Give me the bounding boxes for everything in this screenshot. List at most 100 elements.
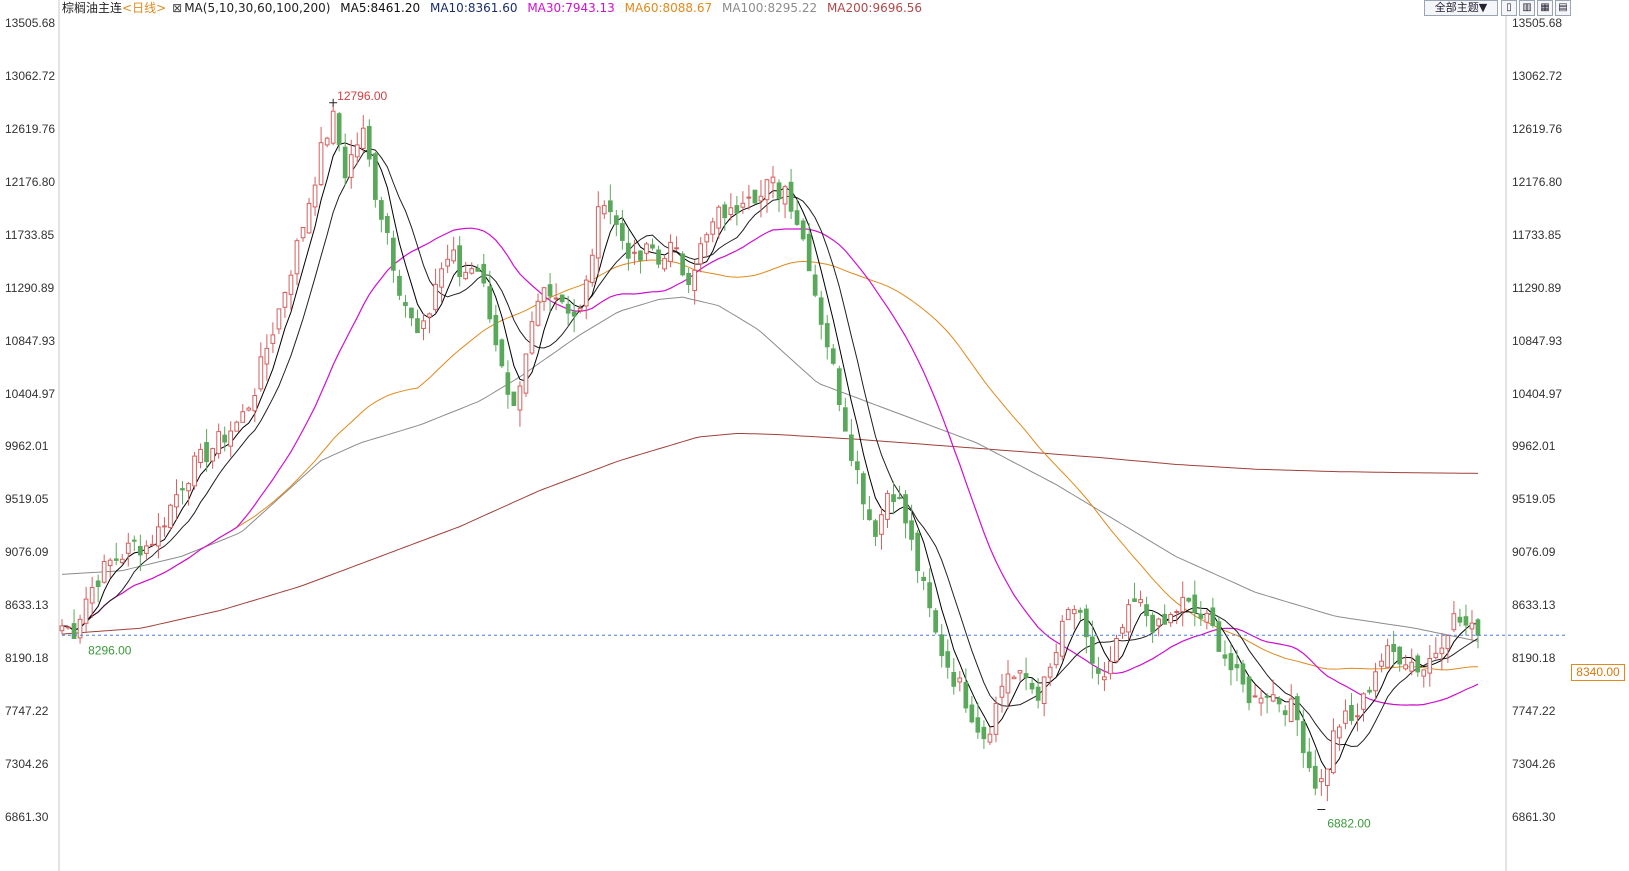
candle-body xyxy=(1023,673,1029,679)
candle-body xyxy=(975,717,981,733)
candle-body xyxy=(1427,658,1433,674)
candle-body xyxy=(101,561,107,583)
candle-body xyxy=(481,263,487,284)
candle-body xyxy=(342,146,348,179)
candle-body xyxy=(601,205,607,215)
start-price-label: 8296.00 xyxy=(88,644,132,658)
candle-body xyxy=(517,385,523,411)
candle-body xyxy=(933,610,938,633)
candle-body xyxy=(969,704,975,723)
candle-body xyxy=(583,279,589,307)
candle-body xyxy=(1198,613,1204,619)
ma10-value: MA10:8361.60 xyxy=(429,1,518,15)
candle-body xyxy=(680,253,685,276)
chart-layout-icon[interactable]: ▯ xyxy=(1501,0,1517,16)
candle-body xyxy=(1270,694,1276,702)
candle-body xyxy=(1325,768,1330,786)
candle-body xyxy=(385,216,390,233)
candle-body xyxy=(981,726,987,740)
candle-body xyxy=(692,269,697,291)
candle-body xyxy=(728,207,734,216)
y-tick-label-right: 8633.13 xyxy=(1512,598,1556,613)
candle-body xyxy=(324,137,330,146)
candle-body xyxy=(776,182,782,200)
candle-body xyxy=(1343,710,1348,724)
candle-body xyxy=(939,634,945,657)
candle-body xyxy=(662,257,667,270)
candle-body xyxy=(210,448,216,462)
candle-body xyxy=(1337,726,1342,739)
candle-body xyxy=(1246,676,1252,704)
candle-body xyxy=(1463,616,1469,626)
y-tick-label-right: 11290.89 xyxy=(1512,280,1562,295)
candle-body xyxy=(379,200,384,220)
candle-body xyxy=(861,473,866,505)
candle-body xyxy=(294,240,300,275)
high-price-label: 12796.00 xyxy=(337,89,387,103)
candle-body xyxy=(547,284,553,297)
candle-body xyxy=(1096,668,1101,674)
ma10-line xyxy=(61,148,1479,748)
candle-body xyxy=(1138,599,1143,604)
candle-body xyxy=(475,267,481,272)
candle-body xyxy=(77,618,83,639)
candle-body xyxy=(1300,721,1306,754)
candle-body xyxy=(1306,751,1312,769)
candle-body xyxy=(318,142,324,186)
y-tick-label-left: 6861.30 xyxy=(5,810,49,824)
bar-chart-icon[interactable]: ▥ xyxy=(1519,0,1535,16)
close-panel-icon[interactable]: ▤ xyxy=(1555,0,1571,16)
symbol-title: 棕榈油主连 xyxy=(62,1,123,15)
moving-average-layer xyxy=(61,142,1479,773)
candle-body xyxy=(891,494,896,503)
candle-body xyxy=(306,202,312,234)
indicator-chart-icon[interactable]: ▦ xyxy=(1537,0,1553,16)
candle-body xyxy=(403,302,408,307)
candle-body xyxy=(1041,676,1047,704)
candle-body xyxy=(644,243,649,254)
candle-body xyxy=(156,526,161,547)
ma30-value: MA30:7943.13 xyxy=(527,1,615,15)
candle-body xyxy=(234,421,240,432)
candle-body xyxy=(734,205,740,214)
candle-body xyxy=(505,372,511,395)
candle-body xyxy=(903,494,908,524)
candle-body xyxy=(830,348,836,364)
y-tick-label-left: 11290.89 xyxy=(5,280,55,295)
theme-dropdown-button[interactable]: 全部主题▼ xyxy=(1424,0,1498,16)
candle-body xyxy=(1349,705,1354,721)
candle-body xyxy=(1445,635,1451,650)
candle-body xyxy=(397,275,402,296)
candle-body xyxy=(1361,693,1366,710)
ma60-line xyxy=(61,259,1478,671)
candle-body xyxy=(421,320,426,329)
candle-body xyxy=(258,356,264,390)
candle-body xyxy=(1017,670,1023,674)
candle-body xyxy=(113,558,119,561)
period-label[interactable]: <日线> xyxy=(122,1,167,15)
candle-body xyxy=(1264,695,1270,698)
ma30-line xyxy=(61,227,1479,706)
y-tick-label-left: 8633.13 xyxy=(5,598,49,613)
y-tick-label-left: 7304.26 xyxy=(5,757,49,772)
candle-body xyxy=(1258,697,1264,704)
candle-body xyxy=(150,543,155,546)
candle-body xyxy=(1234,664,1240,669)
chart-header: 棕榈油主连<日线> ⊠ MA(5,10,30,60,100,200) MA5:846… xyxy=(62,0,928,16)
candle-body xyxy=(487,286,493,320)
y-tick-label-right: 10847.93 xyxy=(1512,333,1563,348)
candle-body xyxy=(119,558,125,563)
candle-body xyxy=(559,294,565,303)
candle-body xyxy=(276,308,282,330)
candle-body xyxy=(1077,609,1083,613)
candle-body xyxy=(222,434,228,443)
y-tick-label-left: 12619.76 xyxy=(5,121,56,136)
high-marker xyxy=(329,98,338,107)
candle-body xyxy=(1065,609,1071,621)
candle-body xyxy=(1240,663,1246,685)
candle-body xyxy=(758,195,764,202)
candle-body xyxy=(704,234,710,243)
candle-body xyxy=(608,200,613,213)
candle-body xyxy=(1126,604,1131,633)
